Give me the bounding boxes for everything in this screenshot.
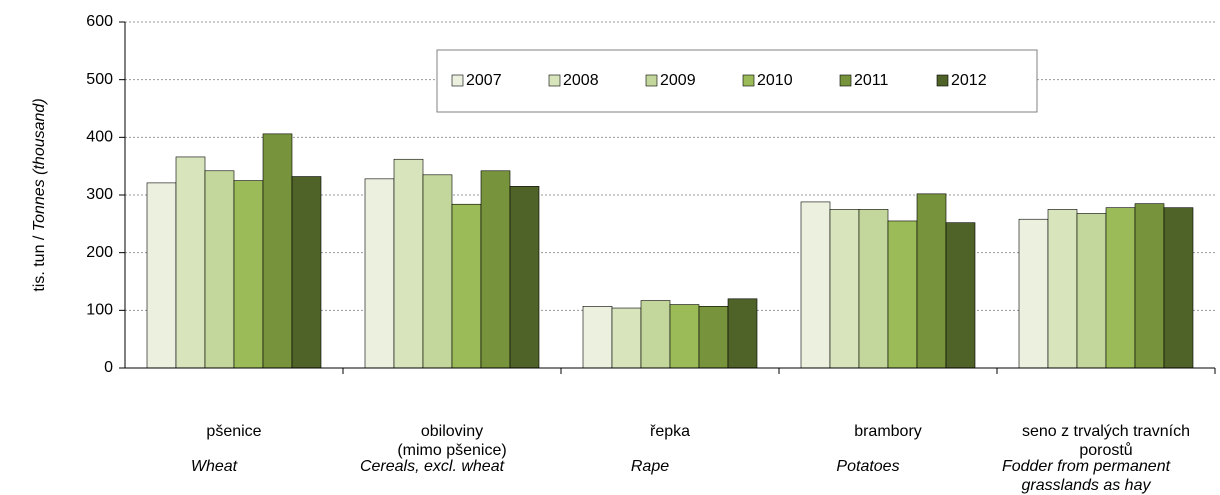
legend-swatch: [742, 74, 755, 87]
bar: [698, 305, 729, 369]
bar: [509, 186, 540, 369]
legend-label: 2009: [660, 72, 696, 89]
y-tick-label: 500: [86, 71, 113, 88]
y-tick-label: 200: [86, 244, 113, 261]
x-tick-label: řepka: [650, 423, 690, 440]
x-tick-label: porostů: [1079, 441, 1132, 459]
legend-label: 2007: [466, 72, 502, 89]
x-tick-label-en: Cereals, excl. wheat: [360, 458, 505, 475]
bar: [1018, 218, 1049, 369]
y-tick-label: 600: [86, 13, 113, 30]
bar: [829, 209, 860, 369]
bar: [727, 298, 758, 369]
bar: [233, 180, 264, 369]
bar: [611, 307, 642, 369]
bar: [146, 182, 177, 369]
bar: [1076, 213, 1107, 369]
legend-swatch: [936, 74, 949, 87]
y-tick-label: 400: [86, 129, 113, 146]
x-tick-label: brambory: [854, 423, 922, 440]
y-axis-label: tis. tun / Tonnes (thousand): [31, 98, 48, 291]
bar: [1134, 203, 1165, 369]
x-tick-label: seno z trvalých travních: [1022, 423, 1190, 440]
x-tick-label-en: Potatoes: [836, 458, 899, 475]
y-tick-label: 0: [104, 359, 113, 376]
x-tick-label-en: Wheat: [191, 458, 238, 475]
bar: [640, 300, 671, 369]
legend-swatch: [839, 74, 852, 87]
legend-swatch: [451, 74, 464, 87]
y-tick-label: 300: [86, 186, 113, 203]
bar: [364, 178, 395, 369]
legend-label: 2012: [951, 72, 987, 89]
bar: [451, 203, 482, 369]
bar: [1163, 207, 1194, 369]
legend-label: 2011: [854, 72, 889, 89]
y-tick-label: 100: [86, 302, 113, 319]
bar: [204, 170, 235, 369]
bar: [916, 193, 947, 369]
bar: [1105, 207, 1136, 369]
bar: [175, 156, 206, 369]
x-tick-label-en: Rape: [631, 458, 669, 475]
bar: [858, 209, 889, 369]
bar: [669, 304, 700, 369]
x-tick-label: (mimo pšenice): [397, 442, 506, 459]
x-tick-label: obiloviny: [421, 423, 483, 440]
legend-swatch: [645, 74, 658, 87]
legend-swatch: [548, 74, 561, 87]
bar: [945, 222, 976, 369]
bar: [887, 220, 918, 369]
x-tick-label-en: grasslands as hay: [1022, 477, 1152, 494]
bar: [480, 170, 511, 369]
bar: [291, 176, 322, 369]
y-axis-label-cz: tis. tun /: [31, 231, 48, 291]
legend-label: 2008: [563, 72, 599, 89]
bar: [800, 201, 831, 369]
bar: [422, 174, 453, 369]
x-tick-label: pšenice: [206, 423, 261, 440]
legend-label: 2010: [757, 72, 793, 89]
x-tick-label-en: Fodder from permanent: [1002, 458, 1171, 475]
bar: [1047, 209, 1078, 369]
y-axis-label-en: Tonnes (thousand): [31, 98, 48, 231]
bar: [582, 305, 613, 369]
bar: [262, 133, 293, 369]
bar: [393, 158, 424, 369]
